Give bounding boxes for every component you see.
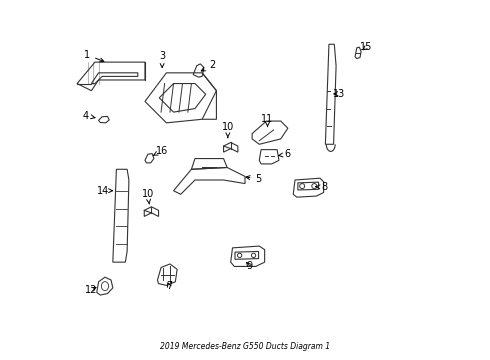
Text: 12: 12 — [85, 285, 98, 295]
Text: 2019 Mercedes-Benz G550 Ducts Diagram 1: 2019 Mercedes-Benz G550 Ducts Diagram 1 — [160, 342, 330, 351]
Text: 10: 10 — [142, 189, 154, 204]
Text: 11: 11 — [261, 113, 273, 126]
Text: 9: 9 — [246, 261, 252, 271]
Text: 6: 6 — [279, 149, 291, 159]
Text: 10: 10 — [222, 122, 234, 138]
Text: 16: 16 — [153, 146, 168, 156]
Text: 4: 4 — [83, 111, 95, 121]
Text: 7: 7 — [166, 282, 172, 292]
Text: 2: 2 — [201, 60, 215, 71]
Text: 8: 8 — [316, 182, 327, 192]
Text: 15: 15 — [360, 42, 372, 52]
Text: 14: 14 — [97, 186, 113, 196]
Text: 1: 1 — [84, 50, 104, 62]
Text: 13: 13 — [333, 89, 345, 99]
Text: 5: 5 — [246, 174, 262, 184]
Text: 3: 3 — [159, 51, 165, 67]
